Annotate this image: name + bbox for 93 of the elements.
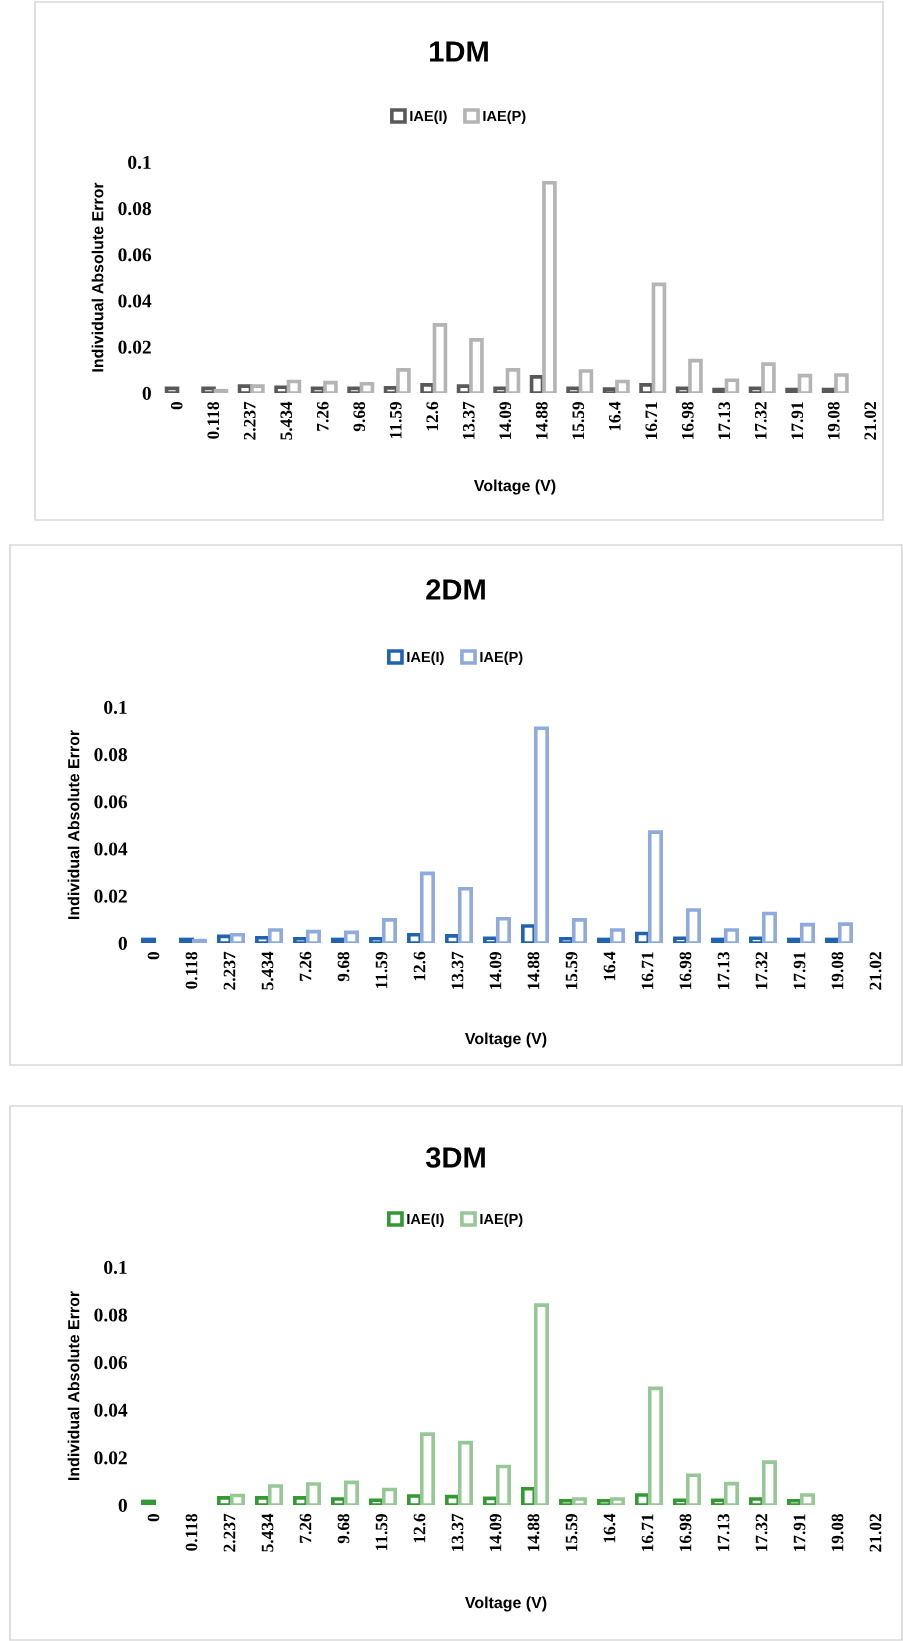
y-tick-label: 0.02 — [94, 1451, 127, 1465]
x-tick-label: 14.09 — [489, 951, 502, 989]
x-tick-label: 0.118 — [185, 951, 198, 989]
x-tick-label: 5.434 — [261, 1513, 274, 1552]
y-tick-label: 0.1 — [104, 700, 127, 715]
legend-label: IAE(P) — [480, 1213, 523, 1228]
x-tick-label: 17.91 — [793, 952, 806, 989]
x-tick-label: 11.59 — [375, 1513, 388, 1551]
x-tick-label: 21.02 — [864, 402, 877, 440]
x-tick-label: 9.68 — [353, 401, 366, 432]
x-tick-label: 13.37 — [451, 1513, 464, 1551]
legend-label: IAE(P) — [483, 110, 526, 125]
x-tick-label: 12.6 — [413, 1513, 426, 1543]
y-tick-label: 0 — [118, 1498, 127, 1512]
y-tick-label: 0.04 — [94, 842, 128, 856]
x-tick-label: 0 — [147, 952, 160, 960]
x-tick-label: 16.71 — [641, 952, 654, 989]
x-tick-label: 13.37 — [451, 951, 464, 989]
x-tick-label: 11.59 — [389, 401, 402, 439]
x-tick-label: 0 — [170, 402, 183, 410]
y-tick-label: 0.02 — [118, 340, 151, 354]
y-axis-title: Individual Absolute Error — [67, 1291, 80, 1481]
y-tick-label: 0 — [142, 386, 151, 400]
chart-title: 2DM — [426, 579, 485, 600]
x-tick-label: 16.71 — [641, 1514, 654, 1551]
x-tick-label: 14.09 — [499, 401, 512, 439]
x-tick-label: 2.237 — [223, 951, 236, 990]
x-tick-label: 19.08 — [831, 1513, 844, 1551]
x-tick-label: 17.13 — [717, 951, 730, 989]
y-tick-label: 0.02 — [94, 889, 127, 903]
legend-label: IAE(I) — [407, 651, 444, 666]
y-axis-title: Individual Absolute Error — [67, 730, 80, 920]
y-tick-label: 0.06 — [94, 795, 128, 809]
x-tick-label: 2.237 — [243, 401, 256, 440]
x-tick-label: 16.71 — [645, 402, 658, 439]
y-tick-label: 0.1 — [104, 1260, 127, 1275]
x-tick-label: 13.37 — [462, 401, 475, 439]
x-tick-label: 14.09 — [489, 1513, 502, 1551]
x-tick-label: 17.13 — [718, 401, 731, 439]
x-tick-label: 2.237 — [223, 1513, 236, 1552]
x-tick-label: 19.08 — [831, 951, 844, 989]
x-tick-label: 7.26 — [299, 951, 312, 981]
x-tick-label: 7.26 — [299, 1513, 312, 1543]
x-tick-label: 17.32 — [755, 952, 768, 989]
x-tick-label: 12.6 — [426, 401, 439, 431]
x-tick-label: 12.6 — [413, 951, 426, 981]
x-tick-label: 17.32 — [755, 1514, 768, 1551]
y-tick-label: 0.1 — [128, 155, 151, 170]
x-tick-label: 16.4 — [608, 401, 621, 431]
y-axis-title: Individual Absolute Error — [91, 182, 104, 372]
chart-title: 3DM — [425, 1147, 485, 1168]
x-tick-label: 17.91 — [793, 1514, 806, 1551]
x-tick-label: 16.4 — [603, 1513, 616, 1543]
y-tick-label: 0.08 — [118, 202, 152, 216]
x-axis-title: Voltage (V) — [464, 1032, 547, 1048]
x-tick-label: 11.59 — [375, 951, 388, 989]
legend-label: IAE(I) — [410, 110, 447, 125]
x-tick-label: 16.98 — [679, 951, 692, 989]
x-tick-label: 17.32 — [754, 402, 767, 439]
x-tick-label: 17.13 — [717, 1513, 730, 1551]
y-tick-label: 0.06 — [118, 248, 152, 262]
y-tick-label: 0.08 — [94, 1308, 128, 1322]
x-tick-label: 21.02 — [869, 1514, 882, 1552]
y-tick-label: 0.08 — [94, 748, 128, 762]
x-axis-title: Voltage (V) — [464, 1596, 547, 1612]
x-tick-label: 0.118 — [185, 1513, 198, 1551]
x-tick-label: 14.88 — [535, 401, 548, 439]
x-tick-label: 17.91 — [791, 402, 804, 439]
x-tick-label: 7.26 — [316, 401, 329, 431]
x-tick-label: 14.88 — [527, 951, 540, 989]
x-tick-label: 19.08 — [827, 401, 840, 439]
x-tick-label: 15.59 — [572, 401, 585, 439]
x-tick-label: 0 — [147, 1514, 160, 1522]
x-tick-label: 5.434 — [261, 951, 274, 990]
x-tick-label: 9.68 — [337, 1513, 350, 1544]
y-tick-label: 0.04 — [94, 1403, 128, 1417]
x-tick-label: 14.88 — [527, 1513, 540, 1551]
x-tick-label: 9.68 — [337, 951, 350, 982]
x-tick-label: 15.59 — [565, 1513, 578, 1551]
legend-label: IAE(I) — [407, 1213, 444, 1228]
y-tick-label: 0.06 — [94, 1356, 128, 1370]
y-tick-label: 0 — [118, 936, 127, 950]
x-tick-label: 15.59 — [565, 951, 578, 989]
x-tick-label: 21.02 — [869, 952, 882, 990]
chart-title: 1DM — [430, 41, 488, 62]
x-axis-title: Voltage (V) — [473, 479, 556, 495]
x-tick-label: 5.434 — [280, 401, 293, 440]
x-tick-label: 16.4 — [603, 951, 616, 981]
x-tick-label: 16.98 — [681, 401, 694, 439]
x-tick-label: 0.118 — [207, 401, 220, 439]
y-tick-label: 0.04 — [118, 294, 152, 308]
x-tick-label: 16.98 — [679, 1513, 692, 1551]
legend-label: IAE(P) — [480, 651, 523, 666]
